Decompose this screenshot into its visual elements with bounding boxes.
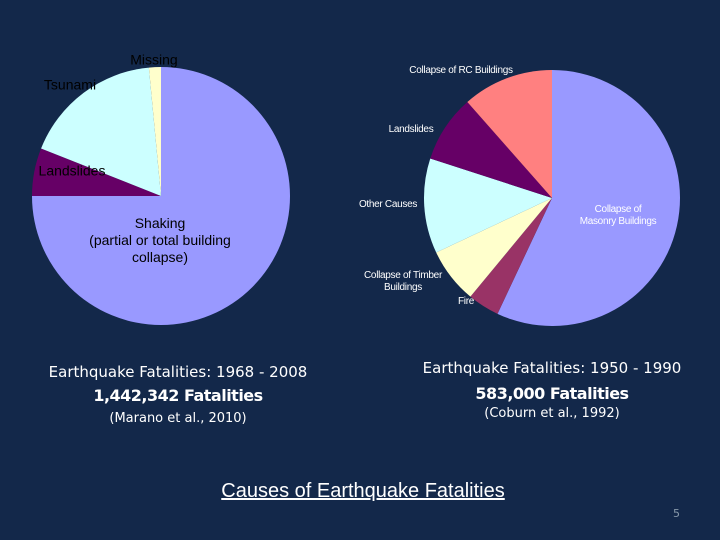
pie-slice	[467, 70, 552, 198]
slice-label: Collapse of Timber Buildings	[364, 270, 442, 293]
caption: 583,000 Fatalities	[475, 384, 629, 403]
pie-slice	[423, 158, 552, 253]
caption: Earthquake Fatalities: 1968 - 2008	[48, 363, 308, 381]
caption: 1,442,342 Fatalities	[93, 386, 263, 405]
pie-slice	[436, 198, 552, 297]
caption: Earthquake Fatalities: 1950 - 1990	[422, 359, 682, 377]
slice-label: Other Causes	[358, 199, 418, 210]
slice-label: Missing	[130, 51, 178, 68]
pie-slice	[32, 148, 161, 196]
slice-label: Fire	[457, 296, 475, 307]
slide-title: Causes of Earthquake Fatalities	[221, 480, 505, 502]
slice-label: Tsunami	[43, 76, 97, 93]
pie-slice	[148, 67, 161, 196]
slice-label: Landslides	[38, 162, 106, 179]
slice-label: Collapse of Masonry Buildings	[579, 204, 657, 227]
caption: (Coburn et al., 1992)	[484, 406, 620, 421]
pie-slice	[430, 101, 552, 198]
pie-slice	[497, 70, 680, 326]
slice-label: Shaking (partial or total building colla…	[89, 214, 231, 265]
slice-label: Landslides	[388, 124, 434, 135]
pie-slice	[41, 67, 161, 196]
page-number: 5	[673, 507, 680, 520]
slice-label: Collapse of RC Buildings	[409, 65, 513, 76]
caption: (Marano et al., 2010)	[109, 411, 247, 426]
pie-slice	[470, 198, 552, 314]
